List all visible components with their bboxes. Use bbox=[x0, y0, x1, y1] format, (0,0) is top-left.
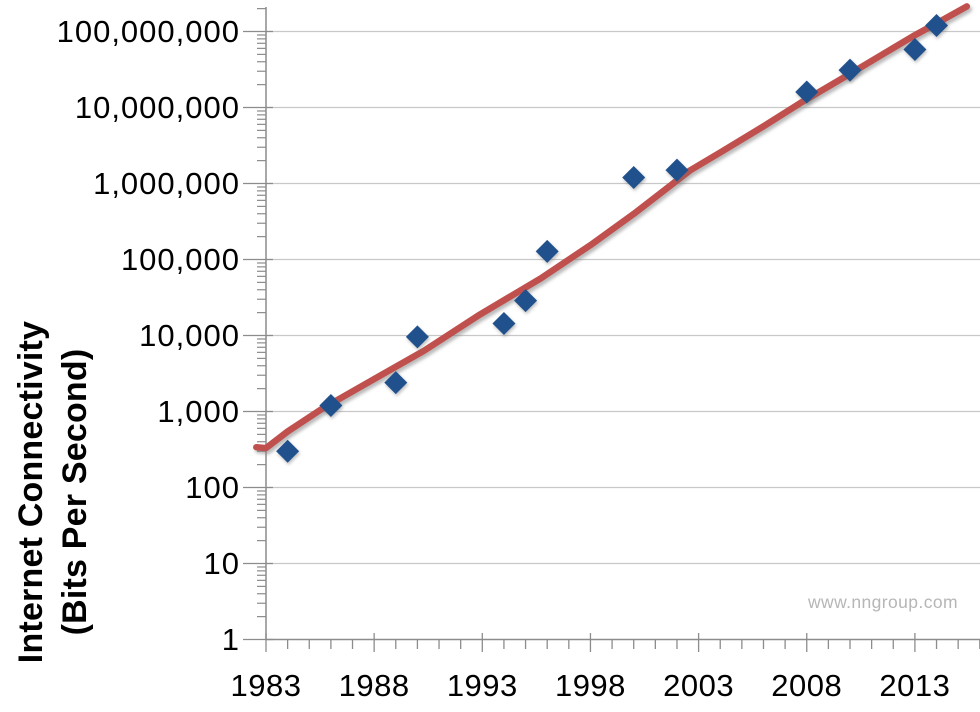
data-point-marker bbox=[514, 289, 538, 313]
data-point-marker bbox=[405, 325, 429, 349]
data-point-marker bbox=[319, 393, 343, 417]
trend-line bbox=[253, 3, 971, 452]
y-tick-label: 10,000,000 bbox=[75, 90, 240, 125]
data-point-marker bbox=[384, 371, 408, 395]
x-tick-label: 2013 bbox=[879, 668, 950, 703]
data-point-marker bbox=[903, 37, 927, 61]
y-tick-label: 1 bbox=[222, 622, 240, 657]
x-tick-label: 1998 bbox=[555, 668, 626, 703]
y-axis-title: Internet Connectivity (Bits Per Second) bbox=[7, 272, 99, 712]
x-tick-label: 1988 bbox=[339, 668, 410, 703]
y-tick-label: 1,000,000 bbox=[93, 166, 240, 201]
x-tick-label: 1993 bbox=[447, 668, 518, 703]
x-tick-label: 2008 bbox=[771, 668, 842, 703]
y-tick-label: 10,000 bbox=[139, 318, 240, 353]
y-axis-title-line2: (Bits Per Second) bbox=[56, 348, 94, 636]
y-tick-label: 10 bbox=[204, 546, 240, 581]
data-point-marker bbox=[665, 158, 689, 182]
y-tick-label: 100 bbox=[185, 470, 240, 505]
y-tick-label: 1,000 bbox=[157, 394, 240, 429]
x-tick-label: 2003 bbox=[663, 668, 734, 703]
data-point-marker bbox=[276, 439, 300, 463]
data-point-marker bbox=[535, 239, 559, 263]
data-point-marker bbox=[925, 13, 949, 37]
y-axis-title-line1: Internet Connectivity bbox=[11, 320, 50, 664]
data-point-marker bbox=[838, 58, 862, 82]
data-point-marker bbox=[492, 311, 516, 335]
x-tick-label: 1983 bbox=[231, 668, 302, 703]
data-point-marker bbox=[622, 165, 646, 189]
data-point-marker bbox=[795, 80, 819, 104]
y-tick-label: 100,000,000 bbox=[57, 14, 240, 49]
y-tick-label: 100,000 bbox=[121, 242, 240, 277]
watermark-text: www.nngroup.com bbox=[808, 592, 958, 612]
